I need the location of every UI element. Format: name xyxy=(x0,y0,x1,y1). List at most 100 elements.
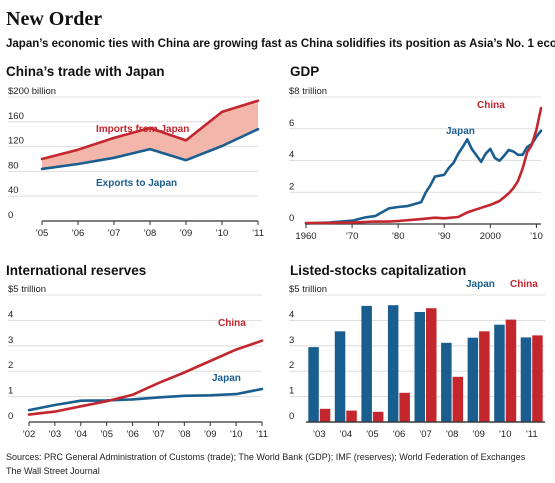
gdp-panel: GDP 0 2 4 6 $8 trillion 1960 ’70 ’80 ’90 2000 ’10 C… xyxy=(289,64,543,242)
x-tick-label: ’09 xyxy=(472,429,485,440)
stocks-panel: Listed-stocks capitalization 0 1 2 3 4 $5 tri… xyxy=(289,263,545,440)
x-tick-label: 2000 xyxy=(480,231,501,242)
japan-bar xyxy=(494,324,505,422)
y-tick-label: $5 trillion xyxy=(289,284,327,295)
imports-legend-label: Imports from Japan xyxy=(96,124,189,135)
x-tick-label: ’03 xyxy=(49,429,62,440)
trade-panel-title: China’s trade with Japan xyxy=(6,64,165,79)
x-tick-label: ’10 xyxy=(216,228,229,239)
japan-bar xyxy=(361,305,372,422)
japan-gdp-label: Japan xyxy=(446,126,475,137)
x-tick-label: ’09 xyxy=(180,228,193,239)
x-tick-label: ’03 xyxy=(313,429,326,440)
x-tick-label: 1960 xyxy=(295,231,316,242)
japan-bar xyxy=(334,331,346,422)
japan-stocks-legend: Japan xyxy=(466,279,495,290)
x-tick-label: ’80 xyxy=(392,231,405,242)
x-tick-label: ’07 xyxy=(108,228,121,239)
japan-bar xyxy=(308,347,319,422)
x-tick-label: ’07 xyxy=(152,429,165,440)
imports-line xyxy=(40,99,260,161)
figure-title: New Order xyxy=(6,8,102,30)
reserves-panel-title: International reserves xyxy=(6,263,146,278)
x-tick-label: ’90 xyxy=(438,231,451,242)
y-tick-label: 0 xyxy=(8,411,13,422)
x-tick-label: ’11 xyxy=(526,429,538,440)
x-tick-label: ’05 xyxy=(366,429,379,440)
y-tick-label: 4 xyxy=(289,150,294,161)
source-note: Sources: PRC General Administration of C… xyxy=(6,452,526,462)
x-tick-label: ’70 xyxy=(346,231,359,242)
china-gdp-label: China xyxy=(477,100,505,111)
x-tick-label: ’05 xyxy=(36,228,49,239)
y-tick-label: 2 xyxy=(289,360,294,371)
china-reserves-line xyxy=(27,339,264,416)
y-tick-label: 0 xyxy=(8,210,13,221)
x-tick-label: ’04 xyxy=(339,429,352,440)
china-bar xyxy=(479,331,490,422)
y-tick-label: 0 xyxy=(289,411,294,422)
y-tick-label: 2 xyxy=(8,360,13,371)
y-tick-label: 80 xyxy=(8,160,19,171)
x-tick-label: ’05 xyxy=(100,429,113,440)
x-tick-label: ’08 xyxy=(446,429,459,440)
china-bar xyxy=(346,410,357,422)
y-tick-label: 40 xyxy=(8,185,19,196)
china-bar xyxy=(426,308,437,422)
y-tick-label: 160 xyxy=(8,111,24,122)
china-bar xyxy=(532,335,543,422)
japan-bar xyxy=(414,312,425,422)
y-tick-label: 4 xyxy=(8,309,13,320)
x-tick-label: ’08 xyxy=(144,228,157,239)
china-bar xyxy=(452,376,464,422)
x-tick-label: ’10 xyxy=(230,429,243,440)
japan-reserves-label: Japan xyxy=(212,373,241,384)
japan-gdp-line xyxy=(304,129,543,225)
y-tick-label: $8 trillion xyxy=(289,86,327,97)
y-tick-label: 120 xyxy=(8,136,24,147)
y-tick-label: 1 xyxy=(289,386,294,397)
china-reserves-label: China xyxy=(218,318,246,329)
x-tick-label: ’10 xyxy=(499,429,512,440)
x-tick-label: ’07 xyxy=(419,429,432,440)
reserves-panel: International reserves 0 1 2 3 4 $5 trillion ’… xyxy=(6,263,268,440)
stocks-panel-title: Listed-stocks capitalization xyxy=(290,263,466,278)
japan-bar xyxy=(467,337,479,422)
x-tick-label: ’09 xyxy=(204,429,217,440)
china-bar xyxy=(372,411,384,422)
x-tick-label: ’02 xyxy=(23,429,36,440)
japan-bar xyxy=(387,305,399,422)
y-tick-label: 3 xyxy=(8,335,13,346)
china-stocks-legend: China xyxy=(510,279,538,290)
x-tick-label: ’06 xyxy=(72,228,85,239)
japan-reserves-line xyxy=(27,387,264,412)
exports-legend-label: Exports to Japan xyxy=(96,178,177,189)
x-tick-label: ’06 xyxy=(126,429,139,440)
y-tick-label: 1 xyxy=(8,386,13,397)
japan-bar xyxy=(441,342,452,422)
y-tick-label: 6 xyxy=(289,118,294,129)
y-tick-label: $5 trillion xyxy=(8,284,46,295)
y-tick-label: 3 xyxy=(289,335,294,346)
figure-subtitle: Japan’s economic ties with China are gro… xyxy=(6,38,555,50)
japan-bar xyxy=(520,337,532,422)
x-tick-label: ’06 xyxy=(393,429,406,440)
x-tick-label: ’11 xyxy=(252,228,264,239)
credit-note: The Wall Street Journal xyxy=(6,466,100,476)
china-bar xyxy=(319,408,331,422)
gdp-panel-title: GDP xyxy=(290,64,319,79)
x-tick-label: ’11 xyxy=(256,429,268,440)
china-gdp-line xyxy=(304,106,543,225)
y-tick-label: 4 xyxy=(289,309,294,320)
y-tick-label: 0 xyxy=(289,213,294,224)
y-tick-label: 2 xyxy=(289,181,294,192)
china-bar xyxy=(399,392,410,422)
china-bar xyxy=(505,319,517,422)
exports-line xyxy=(40,127,260,171)
x-tick-label: ’10 xyxy=(530,231,543,242)
y-tick-label: $200 billion xyxy=(8,86,56,97)
x-tick-label: ’08 xyxy=(178,429,191,440)
trade-panel: China’s trade with Japan 0 40 80 120 160 $200… xyxy=(6,64,264,239)
x-tick-label: ’04 xyxy=(74,429,87,440)
